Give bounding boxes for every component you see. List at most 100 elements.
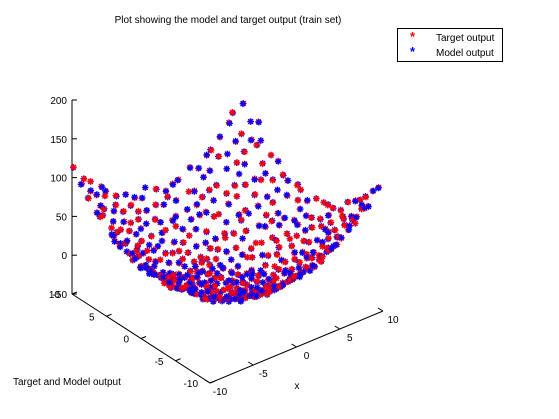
target-output-point [325,234,332,242]
model-output-point [302,212,310,220]
model-output-point [196,211,203,218]
target-output-point [70,163,77,171]
y-tick-label: 10 [49,290,61,301]
target-output-point [308,255,315,262]
target-output-point [185,188,193,195]
model-output-point [133,230,140,238]
model-output-point [150,247,158,254]
target-output-point [215,153,223,160]
target-output-point [85,195,92,202]
target-output-point [99,212,106,220]
model-output-point [193,200,201,208]
model-output-point [370,187,377,195]
target-output-point [319,243,326,250]
target-output-point [213,182,221,189]
model-output-point [231,295,239,303]
model-output-point [143,206,151,214]
target-output-point [238,130,245,137]
x-tick-mark [334,325,341,330]
target-output-point [242,227,249,235]
x-tick-label: 10 [387,315,399,326]
legend-marker-model: * [410,44,416,59]
model-output-point [291,249,299,256]
target-output-point [204,271,212,278]
y-tick-mark [209,380,216,384]
target-output-point [357,196,364,203]
model-output-point [282,267,289,274]
model-output-point [150,263,158,270]
model-output-point [137,225,145,233]
target-output-point [241,148,249,156]
target-output-point [180,239,187,246]
target-output-point [138,237,146,245]
model-output-point [195,164,203,172]
model-output-point [143,220,150,227]
model-output-point [160,201,168,208]
target-output-point [319,253,326,260]
target-output-point [213,287,220,295]
model-output-point [131,193,138,201]
target-output-point [162,226,169,234]
model-output-point [223,248,230,255]
model-output-point [313,237,321,244]
model-output-point [128,250,136,257]
legend-label-model: Model output [436,48,494,59]
target-output-point [329,204,336,212]
model-output-point [184,205,191,213]
target-output-point [145,255,153,263]
model-output-point [251,176,258,183]
model-output-point [206,167,214,175]
target-output-point [221,229,228,237]
target-output-point [135,207,142,215]
target-output-point [238,216,245,223]
model-output-point [162,188,170,195]
target-output-point [179,284,186,292]
model-output-point [263,193,271,201]
model-output-point [187,289,194,296]
model-output-point [174,177,181,184]
model-output-point [158,237,166,245]
target-output-point [234,271,241,278]
target-output-point [332,227,339,234]
target-output-point [203,255,210,262]
target-output-point [270,277,278,284]
target-output-point [288,243,296,250]
z-tick-label: 150 [50,135,67,146]
model-output-point [249,270,256,278]
model-output-point [137,264,144,271]
model-output-point [216,133,224,140]
target-output-point [134,216,142,223]
legend-label-target: Target output [436,33,495,44]
target-output-point [276,266,283,273]
model-output-point [281,214,289,222]
target-output-point [252,239,260,247]
target-output-point [291,255,298,263]
model-output-point [139,194,146,202]
target-output-point [211,283,219,290]
target-output-point [233,244,240,252]
model-output-point [256,222,263,230]
target-output-point [169,250,176,257]
target-output-point [293,232,300,240]
model-output-point [193,225,200,233]
target-output-point [184,249,191,256]
target-output-point [309,224,316,231]
target-output-point [269,199,276,207]
target-output-point [197,254,205,261]
target-output-point [207,245,215,252]
target-output-point [274,251,281,259]
model-output-point [261,222,268,230]
model-output-point [283,191,290,199]
y-tick-label: -10 [184,379,199,390]
target-output-point [217,274,225,281]
legend-item-model: * Model output [398,44,502,61]
legend: * Target output * Model output [397,28,503,62]
target-output-point [286,235,294,243]
model-output-point [285,177,292,184]
target-output-point [362,193,370,201]
target-output-point [251,190,259,198]
model-output-point [116,243,124,251]
target-output-point [169,272,177,279]
model-output-point [175,259,183,266]
legend-marker-target: * [410,29,416,44]
